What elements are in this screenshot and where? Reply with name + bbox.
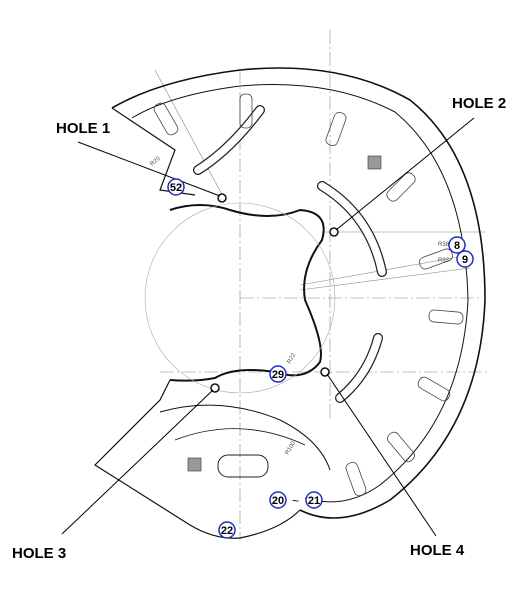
leader-lines — [61, 117, 475, 537]
shield-outline — [94, 67, 486, 539]
balloon-22: 22 — [218, 521, 236, 539]
rim-ribs — [153, 93, 464, 497]
construction-lines — [154, 30, 490, 540]
hole-3-label: HOLE 3 — [12, 545, 66, 562]
balloon-9: 9 — [456, 250, 474, 268]
range-separator: ~ — [292, 494, 299, 508]
dimension-notes: R20 R38 R93 R22 R100 — [149, 155, 449, 456]
balloon-8-text: 8 — [454, 240, 460, 252]
svg-text:R100: R100 — [285, 440, 298, 456]
hole-1-label: HOLE 1 — [56, 120, 110, 137]
balloon-21-text: 21 — [308, 495, 320, 507]
balloon-29-text: 29 — [272, 369, 284, 381]
svg-text:R38: R38 — [438, 242, 450, 248]
slots — [193, 105, 387, 478]
balloon-21: 21 — [305, 491, 323, 509]
svg-text:R93: R93 — [438, 258, 450, 264]
svg-text:R20: R20 — [149, 155, 162, 167]
hole-4-label: HOLE 4 — [410, 542, 465, 559]
balloon-20-text: 20 — [272, 495, 284, 507]
hub-circle — [144, 202, 336, 394]
svg-text:R22: R22 — [287, 352, 298, 365]
balloon-9-text: 9 — [462, 254, 468, 266]
hatched-squares — [187, 155, 382, 472]
balloon-8: 8 — [448, 236, 466, 254]
balloon-52: 52 — [167, 178, 185, 196]
balloon-22-text: 22 — [221, 525, 233, 537]
balloon-20: 20 — [269, 491, 287, 509]
balloon-29: 29 — [269, 365, 287, 383]
hole-2-label: HOLE 2 — [452, 95, 506, 112]
balloon-52-text: 52 — [170, 182, 182, 194]
